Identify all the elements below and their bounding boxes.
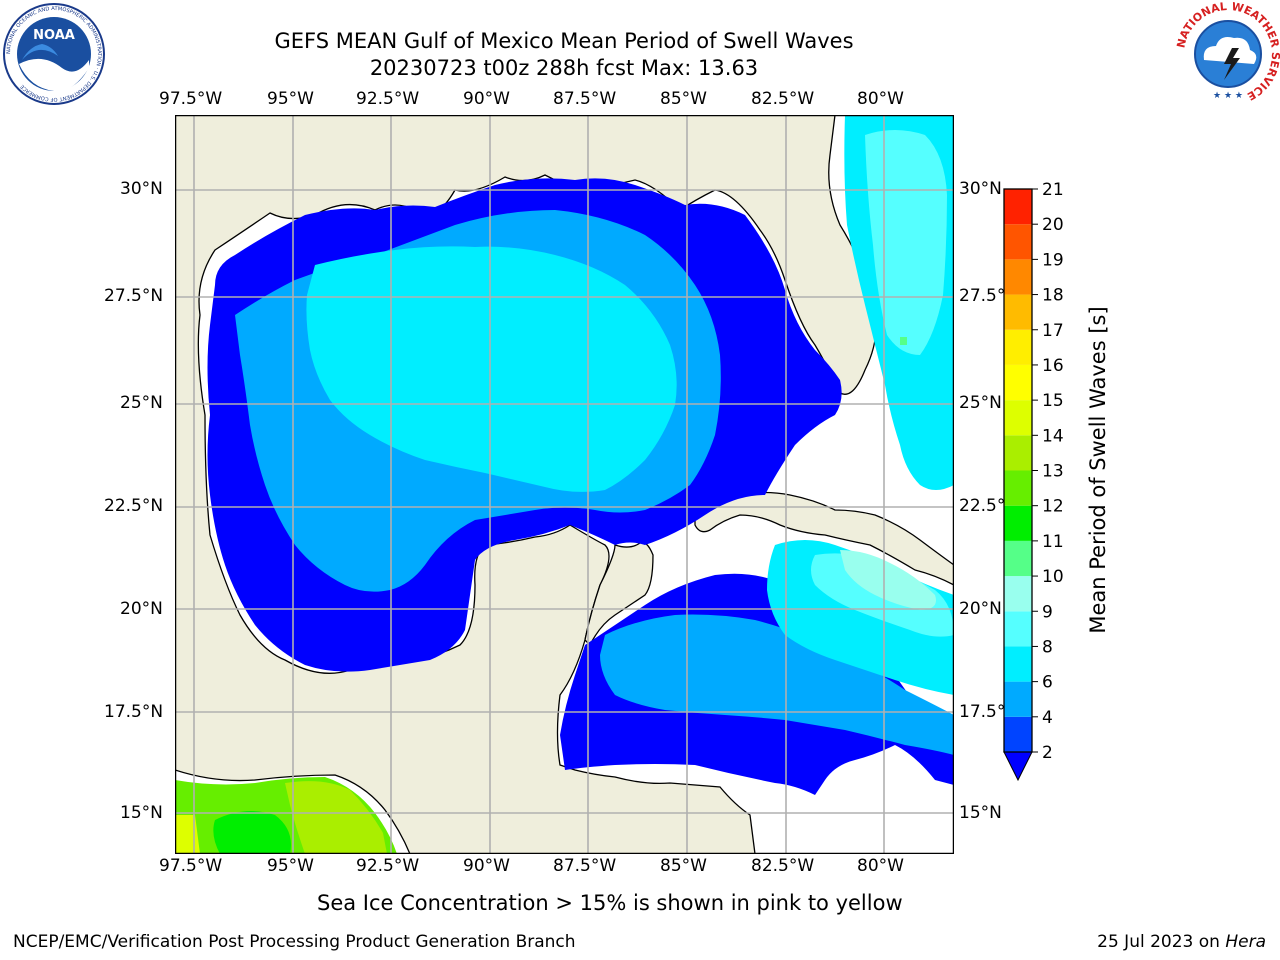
colorbar-tick-label: 18 xyxy=(1042,286,1064,306)
lon-tick-top: 97.5°W xyxy=(159,89,223,109)
lon-tick-bottom: 85°W xyxy=(660,856,707,876)
colorbar-segment xyxy=(1004,611,1032,647)
lon-tick-top: 87.5°W xyxy=(553,89,617,109)
lat-tick-right: 27.5° xyxy=(959,286,1006,306)
lat-tick-left: 25°N xyxy=(120,393,163,413)
colorbar-segment xyxy=(1004,716,1032,752)
colorbar: 2 4 6 8 9 10 11 12 13 14 15 16 17 18 19 20 21 xyxy=(1003,180,1064,782)
colorbar-segment xyxy=(1004,400,1032,436)
chart-title: GEFS MEAN Gulf of Mexico Mean Period of … xyxy=(274,29,854,53)
swell-band-8to9 xyxy=(865,130,947,355)
lon-tick-bottom: 97.5°W xyxy=(159,856,223,876)
colorbar-ticks: 2 4 6 8 9 10 11 12 13 14 15 16 17 18 19 20 21 xyxy=(1032,180,1064,763)
lon-tick-bottom: 87.5°W xyxy=(553,856,617,876)
lon-tick-top: 80°W xyxy=(857,89,904,109)
noaa-logo-icon: NATIONAL OCEANIC AND ATMOSPHERIC ADMINIS… xyxy=(3,3,105,105)
noaa-logo-text: NOAA xyxy=(33,28,75,43)
map-frame xyxy=(175,115,954,854)
swell-band-6to8 xyxy=(306,246,677,492)
lat-tick-right: 22.5° xyxy=(959,496,1006,516)
colorbar-segment xyxy=(1004,681,1032,717)
colorbar-tick-label: 14 xyxy=(1042,426,1064,446)
lat-tick-right: 20°N xyxy=(959,599,1002,619)
colorbar-tick-label: 2 xyxy=(1042,743,1053,763)
lon-tick-top: 90°W xyxy=(463,89,510,109)
pacific-region xyxy=(175,769,411,854)
svg-text:★ ★ ★: ★ ★ ★ xyxy=(1213,91,1243,101)
lon-tick-top: 95°W xyxy=(267,89,314,109)
lon-tick-bottom: 92.5°W xyxy=(356,856,420,876)
lat-tick-right: 15°N xyxy=(959,803,1002,823)
swell-band-4to6-caribbean xyxy=(600,614,954,755)
colorbar-extend-triangle xyxy=(1003,751,1033,782)
lat-tick-left: 20°N xyxy=(120,599,163,619)
sea-ice-note: Sea Ice Concentration > 15% is shown in … xyxy=(317,891,903,915)
colorbar-segment xyxy=(1004,540,1032,577)
colorbar-tick-label: 8 xyxy=(1042,637,1053,657)
colorbar-segment xyxy=(1004,505,1032,541)
colorbar-segments xyxy=(1004,189,1032,752)
colorbar-tick-label: 13 xyxy=(1042,462,1064,482)
footer-host: Hera xyxy=(1225,932,1266,952)
lon-tick-top: 85°W xyxy=(660,89,707,109)
colorbar-tick-label: 17 xyxy=(1042,321,1064,341)
colorbar-segment xyxy=(1004,435,1032,471)
colorbar-segment xyxy=(1004,364,1032,401)
colorbar-tick-label: 15 xyxy=(1042,391,1064,411)
colorbar-segment xyxy=(1004,646,1032,682)
colorbar-tick-label: 10 xyxy=(1042,567,1064,587)
colorbar-label: Mean Period of Swell Waves [s] xyxy=(1086,306,1110,634)
lon-tick-bottom: 95°W xyxy=(267,856,314,876)
swell-band-9to10 xyxy=(840,550,936,610)
colorbar-segment xyxy=(1004,259,1032,295)
colorbar-segment xyxy=(1004,224,1032,260)
colorbar-tick-label: 19 xyxy=(1042,250,1064,270)
footer-date-text: 25 Jul 2023 on xyxy=(1097,932,1226,952)
map-panel xyxy=(175,115,954,854)
lat-tick-left: 15°N xyxy=(120,803,163,823)
lat-tick-left: 17.5°N xyxy=(104,702,164,722)
swell-period-fill xyxy=(207,115,954,795)
colorbar-segment xyxy=(1004,329,1032,365)
lat-tick-right: 25°N xyxy=(959,393,1002,413)
pacific-swell-fill-low xyxy=(213,811,291,854)
chart-subtitle: 20230723 t00z 288h fcst Max: 13.63 xyxy=(369,56,759,80)
colorbar-segment xyxy=(1004,294,1032,330)
colorbar-tick-label: 4 xyxy=(1042,708,1053,728)
footer-date: 25 Jul 2023 on Hera xyxy=(1097,932,1266,952)
lon-tick-bottom: 90°W xyxy=(463,856,510,876)
lon-tick-top: 82.5°W xyxy=(751,89,815,109)
colorbar-tick-label: 6 xyxy=(1042,673,1053,693)
colorbar-tick-label: 21 xyxy=(1042,180,1064,200)
lon-tick-bottom: 82.5°W xyxy=(751,856,815,876)
colorbar-segment xyxy=(1004,189,1032,225)
colorbar-tick-label: 12 xyxy=(1042,497,1064,517)
colorbar-segment xyxy=(1004,576,1032,612)
lat-tick-right: 30°N xyxy=(959,179,1002,199)
colorbar-segment xyxy=(1004,470,1032,506)
lat-tick-left: 22.5°N xyxy=(104,496,164,516)
colorbar-tick-label: 11 xyxy=(1042,532,1064,552)
lat-tick-right: 17.5° xyxy=(959,702,1006,722)
pacific-swell-fill-high xyxy=(285,781,387,854)
colorbar-tick-label: 16 xyxy=(1042,356,1064,376)
lon-tick-top: 92.5°W xyxy=(356,89,420,109)
land-cuba xyxy=(694,491,954,586)
map-gridlines xyxy=(175,115,954,854)
footer-credit: NCEP/EMC/Verification Post Processing Pr… xyxy=(13,932,576,952)
lat-tick-left: 30°N xyxy=(120,179,163,199)
lat-tick-left: 27.5°N xyxy=(104,286,164,306)
lon-tick-bottom: 80°W xyxy=(857,856,904,876)
colorbar-tick-label: 9 xyxy=(1042,602,1053,622)
colorbar-tick-label: 20 xyxy=(1042,215,1064,235)
swell-band-9to10-spot xyxy=(900,337,907,345)
